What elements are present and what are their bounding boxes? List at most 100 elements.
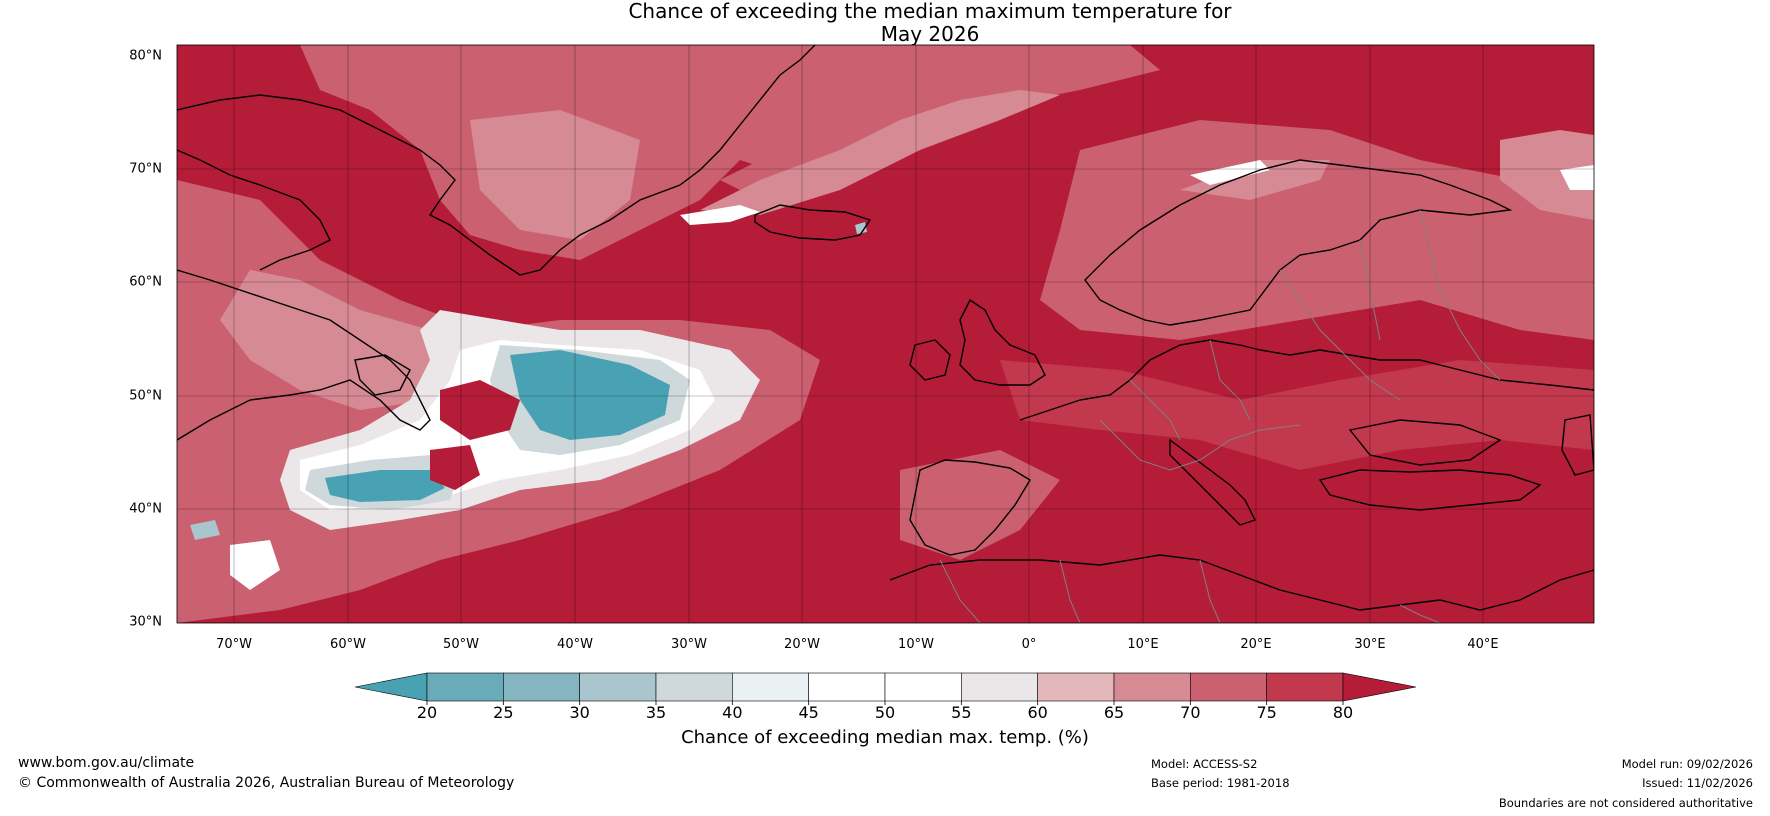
border-line-7 xyxy=(939,559,981,623)
lon-label-50w: 50°W xyxy=(443,637,479,652)
band-20-north-atlantic xyxy=(510,350,670,440)
colorbar-tick-label: 75 xyxy=(1256,703,1277,722)
coastline-turkey xyxy=(1318,469,1542,511)
footer-issued: Issued: 11/02/2026 xyxy=(1642,776,1753,790)
coastline-iceland xyxy=(754,204,872,241)
lon-label-20w: 20°W xyxy=(784,637,820,652)
band-65-norway-coast xyxy=(1180,160,1330,200)
lon-label-0: 0° xyxy=(1021,637,1037,652)
warm-intrusion-1 xyxy=(440,380,520,440)
band-70-iberia xyxy=(900,450,1060,560)
colorbar-tick-label: 35 xyxy=(645,703,667,722)
colorbar-segment xyxy=(1037,672,1115,702)
colorbar-tick-label: 40 xyxy=(722,703,743,722)
border-line-3 xyxy=(1209,339,1251,421)
colorbar-tick-label: 70 xyxy=(1180,703,1201,722)
border-line-10 xyxy=(1399,604,1441,623)
coastline-europe xyxy=(1019,339,1594,421)
chart-title: Chance of exceeding the median maximum t… xyxy=(0,0,1770,46)
band-50-spot-russia xyxy=(1560,165,1594,190)
band-30-spot-west xyxy=(190,520,220,540)
coastline-ellesmere xyxy=(177,149,331,271)
border-line-8 xyxy=(1059,559,1081,623)
border-line-9 xyxy=(1199,559,1221,623)
lat-label-30n: 30°N xyxy=(129,614,162,630)
lon-label-10e: 10°E xyxy=(1127,637,1159,652)
coastline-black-sea xyxy=(1348,419,1502,466)
band-65-arctic-strip xyxy=(700,90,1060,215)
footer-copyright: © Commonwealth of Australia 2026, Austra… xyxy=(18,775,515,791)
footer-model-run: Model run: 09/02/2026 xyxy=(1621,757,1753,771)
lon-label-40w: 40°W xyxy=(557,637,593,652)
colorbar-segment xyxy=(1266,672,1344,702)
coastline-north-africa xyxy=(889,554,1594,611)
lon-label-30w: 30°W xyxy=(671,637,707,652)
chart-title-line2: May 2026 xyxy=(880,22,980,46)
colorbar-tick-label: 25 xyxy=(493,703,514,722)
lon-label-10w: 10°W xyxy=(898,637,934,652)
colorbar-segment xyxy=(1113,672,1191,702)
coastline-newfoundland xyxy=(354,354,411,396)
band-75-europe-south xyxy=(1000,360,1594,470)
lat-label-80n: 80°N xyxy=(129,48,162,64)
footer-website: www.bom.gov.au/climate xyxy=(18,755,195,771)
footer-model: Model: ACCESS-S2 xyxy=(1151,757,1258,771)
lon-label-20e: 20°E xyxy=(1240,637,1272,652)
colorbar-extend-high xyxy=(1342,672,1417,702)
band-70-scandinavia xyxy=(1040,120,1594,340)
lon-label-40e: 40°E xyxy=(1467,637,1499,652)
colorbar-segment xyxy=(655,672,733,702)
colorbar-segment xyxy=(884,672,962,702)
coastline-caspian xyxy=(1561,414,1594,476)
map-frame xyxy=(176,44,1595,624)
colorbar-segment xyxy=(732,672,809,702)
lon-label-60w: 60°W xyxy=(330,637,366,652)
coastline-greenland xyxy=(177,45,816,276)
coastline-labrador xyxy=(177,269,431,441)
border-line-4 xyxy=(1279,269,1401,401)
colorbar-extend-low xyxy=(354,672,428,702)
colorbar-tick-marks xyxy=(426,701,1344,705)
colorbar-segment xyxy=(808,672,886,702)
lat-label-40n: 40°N xyxy=(129,501,162,517)
colorbar xyxy=(354,672,1417,705)
band-50-spot-arctic xyxy=(680,205,760,225)
lat-label-50n: 50°N xyxy=(129,388,162,404)
colorbar-tick-label: 20 xyxy=(416,703,438,722)
band-30-spot-iceland xyxy=(855,222,867,234)
footer-disclaimer: Boundaries are not considered authoritat… xyxy=(1498,796,1753,810)
colorbar-segment xyxy=(961,672,1038,702)
colorbar-tick-label: 60 xyxy=(1027,703,1048,722)
warm-intrusion-2 xyxy=(430,445,480,490)
band-50-spot-southwest xyxy=(230,540,280,590)
border-line-5 xyxy=(1419,209,1501,381)
colorbar-tick-label: 80 xyxy=(1332,703,1354,722)
colorbar-label: Chance of exceeding median max. temp. (%… xyxy=(681,727,1089,748)
colorbar-tick-label: 65 xyxy=(1103,703,1125,722)
map-fill-layer xyxy=(177,45,1594,623)
gridlines xyxy=(177,45,1594,623)
coastline-italy xyxy=(1169,438,1256,526)
lon-label-30e: 30°E xyxy=(1354,637,1386,652)
colorbar-tick-label: 45 xyxy=(798,703,819,722)
probability-map xyxy=(176,44,1595,624)
colorbar-tick-label: 30 xyxy=(569,703,590,722)
band-65-north-russia xyxy=(1500,130,1594,220)
border-line-2 xyxy=(1129,379,1181,441)
border-line-6 xyxy=(1359,239,1381,341)
lat-label-60n: 60°N xyxy=(129,274,162,290)
border-line-1 xyxy=(1099,419,1301,471)
colorbar-segments xyxy=(354,672,1417,702)
colorbar-segment xyxy=(503,672,580,702)
band-65-greenland xyxy=(470,110,640,240)
colorbar-segment xyxy=(1190,672,1267,702)
coastlines xyxy=(177,45,1594,611)
country-borders xyxy=(939,209,1501,623)
colorbar-tick-label: 50 xyxy=(874,703,896,722)
coastline-iberia xyxy=(909,459,1031,556)
footer-base-period: Base period: 1981-2018 xyxy=(1151,776,1290,790)
colorbar-segment xyxy=(426,672,504,702)
coastline-ireland xyxy=(909,339,951,381)
band-50-spot-norway xyxy=(1190,160,1270,185)
colorbar-tick-label: 55 xyxy=(951,703,972,722)
